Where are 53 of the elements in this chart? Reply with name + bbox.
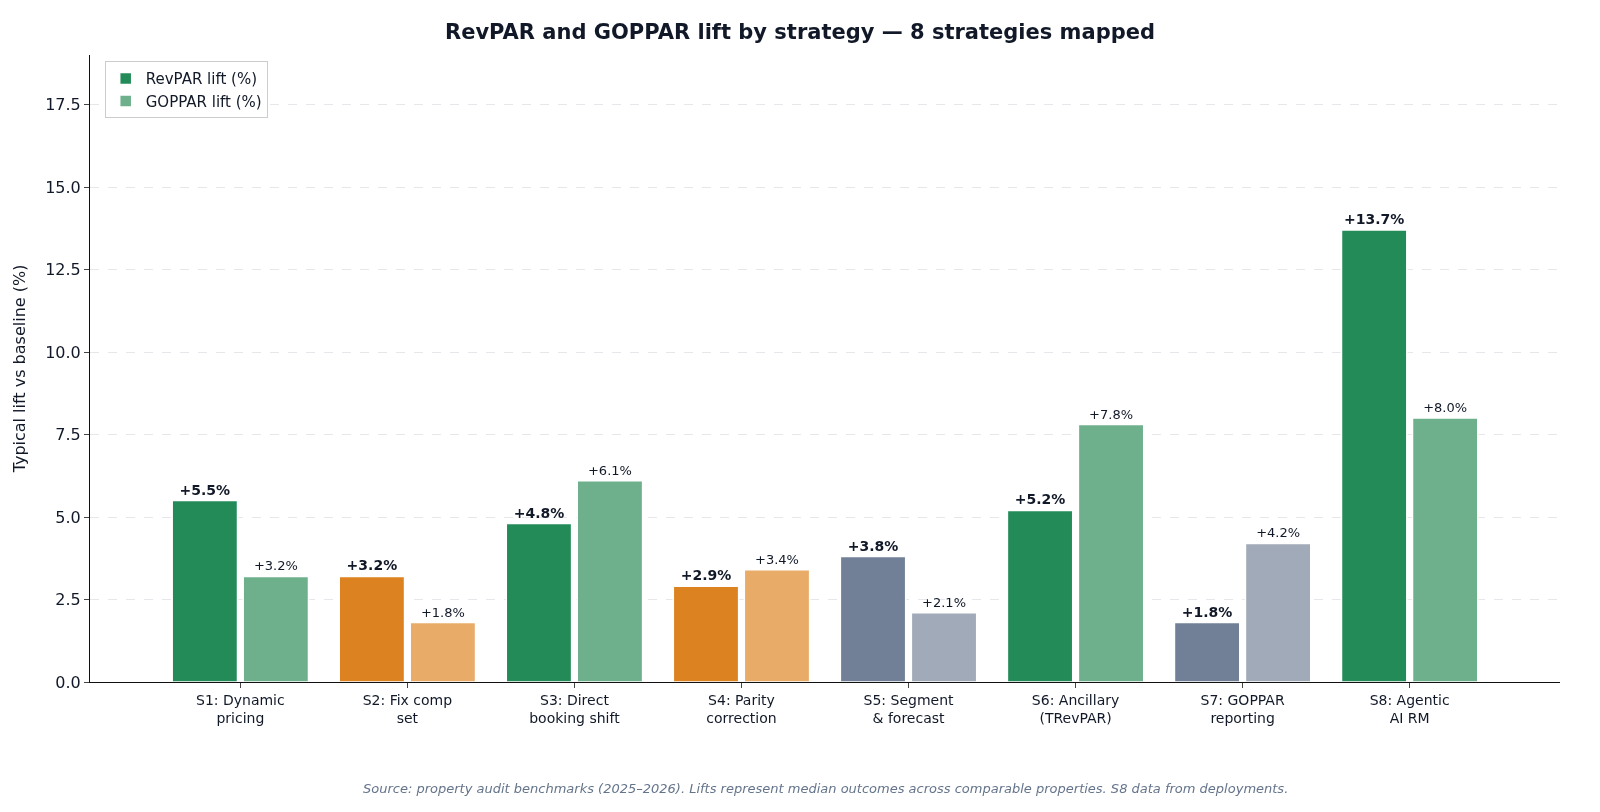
data-label: +3.4% [755, 551, 799, 567]
data-label: +8.0% [1423, 400, 1468, 415]
legend-label: RevPAR lift (%) [145, 70, 258, 89]
bar [1340, 229, 1408, 682]
y-tick-label: 2.5 [55, 590, 81, 610]
bar [1077, 423, 1145, 682]
bar [1244, 542, 1312, 682]
data-label: +2.9% [680, 567, 732, 584]
bar [338, 575, 406, 682]
bar [743, 569, 811, 682]
data-label: +4.8% [513, 504, 565, 521]
bar [1173, 621, 1241, 682]
y-tick-label: 15.0 [45, 177, 81, 197]
data-label: +4.2% [1256, 525, 1301, 541]
data-label: +13.7% [1344, 210, 1405, 227]
y-tick-label: 17.5 [45, 95, 81, 115]
y-tick-label: 10.0 [45, 342, 81, 362]
bar [672, 585, 740, 682]
legend-label: GOPPAR lift (%) [145, 92, 262, 111]
data-label: +1.8% [420, 604, 465, 620]
chart-title: RevPAR and GOPPAR lift by strategy — 8 strategies mapped [445, 20, 1155, 45]
x-tick-label: S3: Direct booking shift [529, 691, 621, 726]
x-tick-label: S2: Fix comp set [362, 691, 453, 726]
x-tick-label: S7: GOPPAR reporting [1200, 691, 1285, 726]
data-label: +5.5% [179, 481, 231, 498]
data-label: +3.8% [847, 537, 899, 554]
bar [505, 522, 573, 682]
data-label: +5.2% [1014, 491, 1066, 508]
y-tick-label: 12.5 [45, 260, 81, 280]
bar [576, 479, 644, 682]
data-label: +6.1% [587, 462, 632, 478]
bar [409, 621, 477, 682]
bar [242, 575, 310, 682]
source-note: Source: property audit benchmarks (2025–2026). Lifts represent median outcomes across comparable properties. S8 data from deployments. [363, 781, 1289, 796]
x-tick-label: S4: Parity correction [706, 691, 777, 726]
x-tick-label: S5: Segment & forecast [863, 691, 955, 726]
bar [839, 555, 907, 682]
data-label: +2.1% [922, 594, 966, 610]
bar [910, 611, 978, 682]
y-tick-label: 5.0 [55, 507, 81, 527]
data-label: +1.8% [1181, 603, 1233, 620]
bar [1411, 417, 1479, 682]
x-tick-label: S8: Agentic AI RM [1369, 691, 1450, 726]
y-axis-title: Typical lift vs baseline (%) [10, 264, 30, 474]
data-label: +3.2% [346, 557, 398, 574]
y-tick-label: 7.5 [55, 425, 81, 445]
bar [171, 499, 239, 682]
x-tick-label: S6: Ancillary (TRevPAR) [1031, 691, 1120, 726]
x-tick-label: S1: Dynamic pricing [195, 691, 285, 726]
data-label: +7.8% [1089, 406, 1134, 422]
bar [1006, 509, 1074, 682]
data-label: +3.2% [253, 558, 298, 574]
y-tick-label: 0.0 [55, 672, 81, 692]
